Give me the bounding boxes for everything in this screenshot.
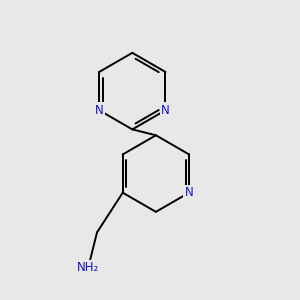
Text: N: N xyxy=(185,186,194,199)
Text: N: N xyxy=(161,104,170,117)
Text: NH₂: NH₂ xyxy=(77,261,99,274)
Text: N: N xyxy=(95,104,103,117)
